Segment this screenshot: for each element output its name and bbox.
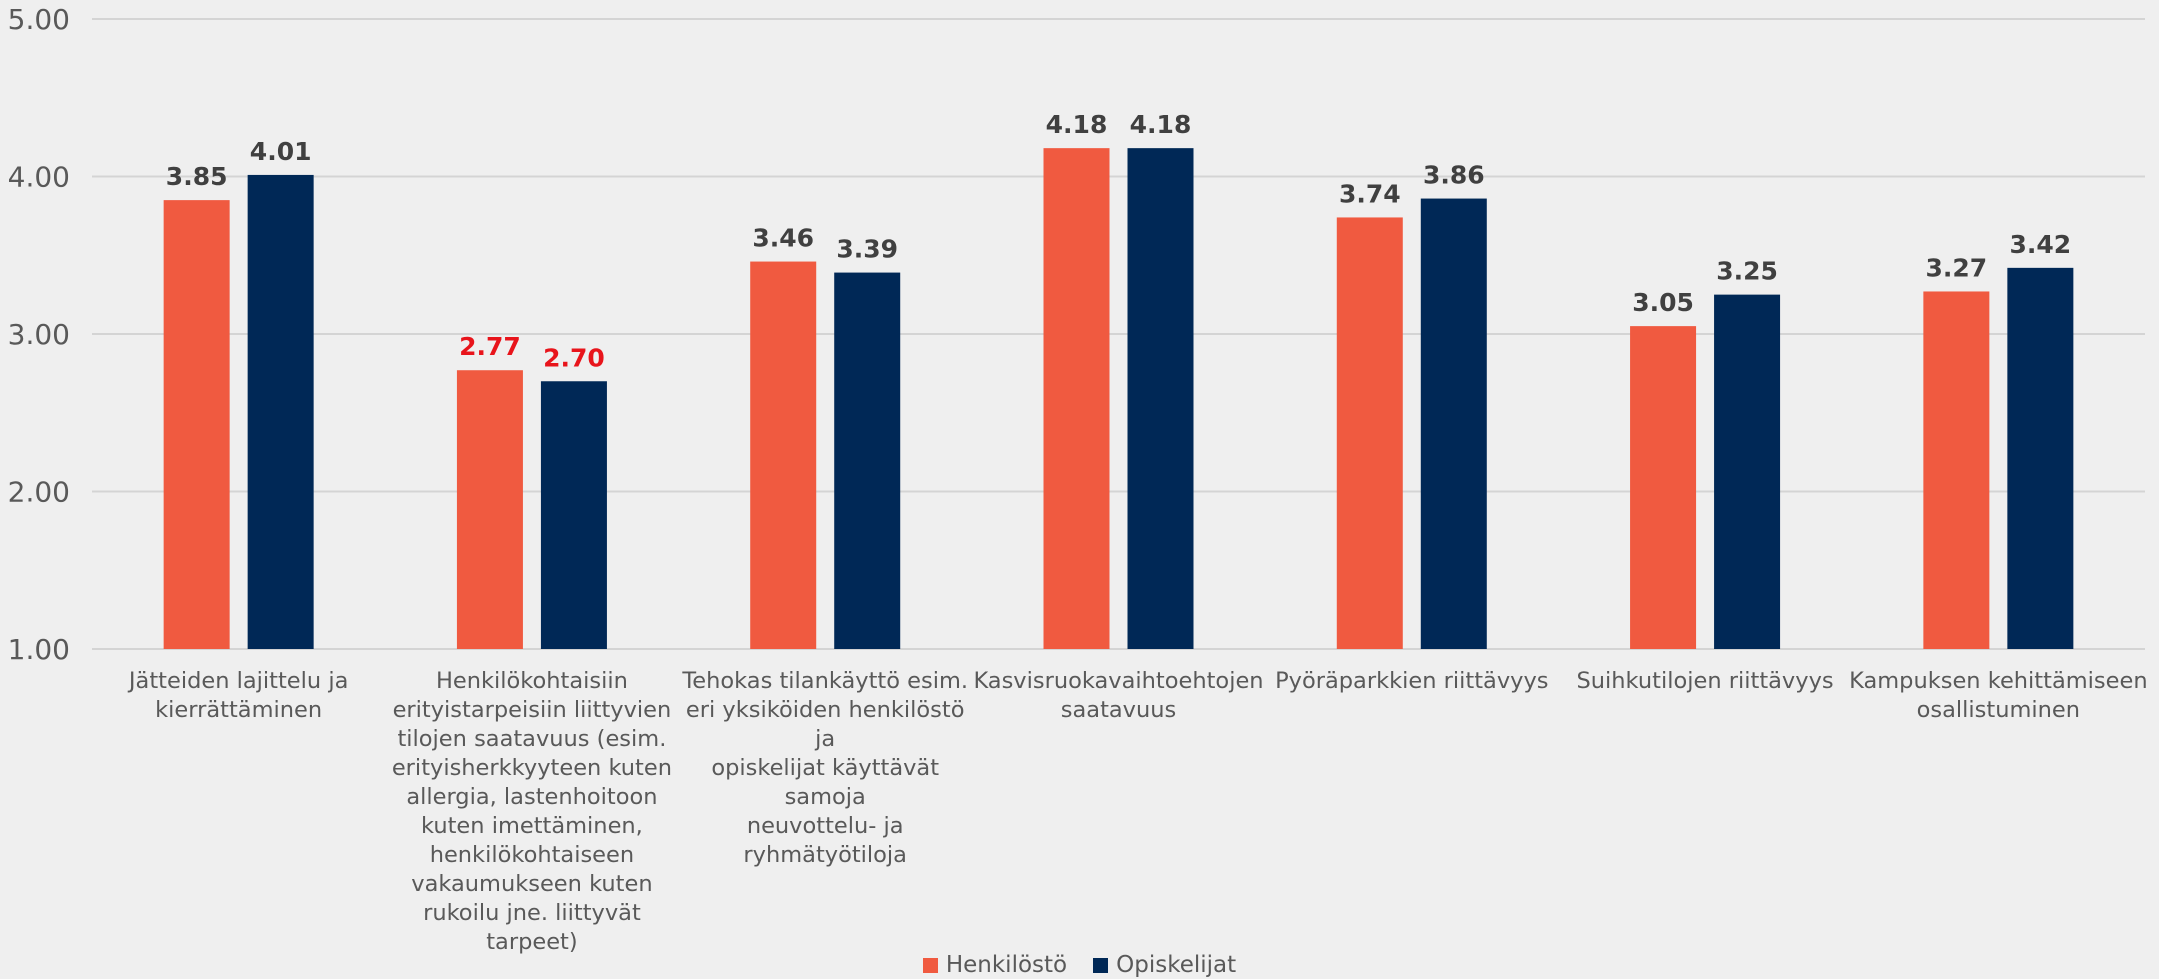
bar-henkilosto (1336, 217, 1403, 649)
bar-henkilosto (1043, 148, 1110, 649)
y-tick-label: 5.00 (8, 3, 70, 36)
data-label: 2.70 (543, 343, 605, 372)
legend-swatch-henkilosto (922, 957, 938, 973)
data-label: 2.77 (459, 332, 521, 361)
bar-opiskelijat (1420, 198, 1487, 650)
bar-opiskelijat (2007, 267, 2074, 649)
legend-label-henkilosto: Henkilöstö (945, 952, 1068, 978)
bar-opiskelijat (247, 174, 314, 650)
y-axis: 1.00 2.00 3.00 4.00 5.00 (8, 3, 70, 666)
bar-henkilosto (456, 370, 523, 649)
legend-swatch-opiskelijat (1093, 957, 1109, 973)
bar-opiskelijat (540, 381, 607, 649)
bar-henkilosto (1630, 326, 1697, 649)
y-tick-label: 3.00 (8, 318, 70, 351)
legend-item-opiskelijat: Opiskelijat (1093, 952, 1236, 978)
data-label: 3.25 (1716, 257, 1778, 286)
bar-henkilosto (163, 200, 230, 649)
data-label: 3.27 (1926, 253, 1988, 282)
data-labels: 3.85 4.01 2.77 2.70 3.46 3.39 4.18 4.18 3.74 3.86… (166, 110, 2071, 372)
x-tick-label: Pyöräparkkien riittävyys (1275, 668, 1549, 694)
data-label: 3.74 (1339, 179, 1401, 208)
legend-label-opiskelijat: Opiskelijat (1116, 952, 1237, 978)
data-label: 4.01 (250, 137, 312, 166)
legend-item-henkilosto: Henkilöstö (922, 952, 1068, 978)
data-label: 3.85 (166, 162, 228, 191)
grid (92, 18, 2145, 650)
x-tick-label: Kasvisruokavaihtoehtojen saatavuus (973, 668, 1264, 723)
bar-opiskelijat (1714, 294, 1781, 649)
x-tick-label: Tehokas tilankäyttö esim. eri yksiköiden… (682, 668, 969, 868)
bars (163, 148, 2074, 650)
data-label: 4.18 (1130, 110, 1192, 139)
y-tick-label: 1.00 (8, 633, 70, 666)
bar-opiskelijat (1127, 148, 1194, 649)
legend: Henkilöstö Opiskelijat (0, 952, 2159, 978)
data-label: 3.39 (836, 235, 898, 264)
bar-henkilosto (1923, 291, 1990, 649)
y-tick-label: 2.00 (8, 476, 70, 509)
bar-henkilosto (750, 261, 817, 649)
x-tick-label: Henkilökohtaisiin erityistarpeisiin liit… (391, 668, 672, 955)
data-label: 3.05 (1632, 288, 1694, 317)
data-label: 3.42 (2010, 230, 2072, 259)
data-label: 3.86 (1423, 161, 1485, 190)
x-tick-label: Kampuksen kehittämiseen osallistuminen (1849, 668, 2148, 723)
bar-opiskelijat (834, 272, 901, 649)
x-tick-label: Suihkutilojen riittävyys (1576, 668, 1834, 694)
data-label: 3.46 (752, 224, 814, 253)
y-tick-label: 4.00 (8, 161, 70, 194)
x-tick-label: Jätteiden lajittelu ja kierrättäminen (128, 668, 349, 723)
data-label: 4.18 (1046, 110, 1108, 139)
